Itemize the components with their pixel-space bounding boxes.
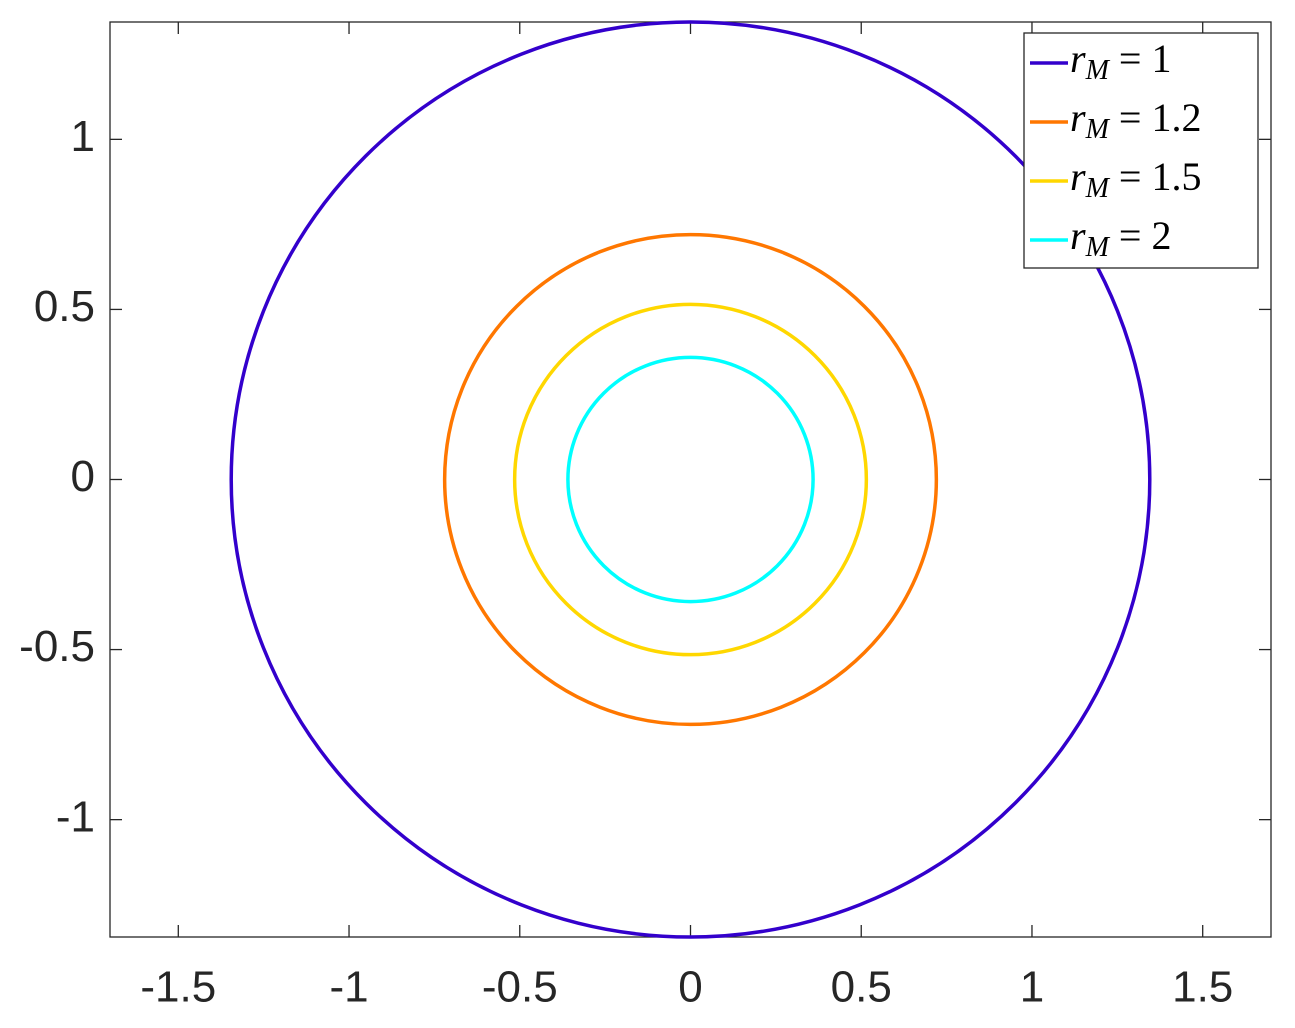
x-tick-label: 1 xyxy=(1020,963,1044,1012)
circle-line xyxy=(442,232,939,727)
y-tick-label: 0 xyxy=(71,452,95,501)
legend-label: rM = 1.2 xyxy=(1070,95,1201,145)
y-tick-label: 0.5 xyxy=(34,282,95,331)
legend-label: rM = 1.5 xyxy=(1070,154,1201,204)
circle-line xyxy=(566,355,815,604)
y-tick-label: 1 xyxy=(71,112,95,161)
legend-label: rM = 1 xyxy=(1070,36,1171,86)
x-tick-label: -1.5 xyxy=(140,963,216,1012)
circle-line xyxy=(229,20,1152,939)
circle-line xyxy=(512,302,869,657)
x-tick-label: 0 xyxy=(678,963,702,1012)
x-tick-label: -1 xyxy=(329,963,368,1012)
legend-box xyxy=(1023,32,1259,269)
y-tick-label: -0.5 xyxy=(19,622,95,671)
legend-label: rM = 2 xyxy=(1070,213,1171,263)
y-tick-label: -1 xyxy=(56,792,95,841)
x-tick-label: -0.5 xyxy=(482,963,558,1012)
x-tick-label: 0.5 xyxy=(831,963,892,1012)
x-tick-label: 1.5 xyxy=(1172,963,1233,1012)
